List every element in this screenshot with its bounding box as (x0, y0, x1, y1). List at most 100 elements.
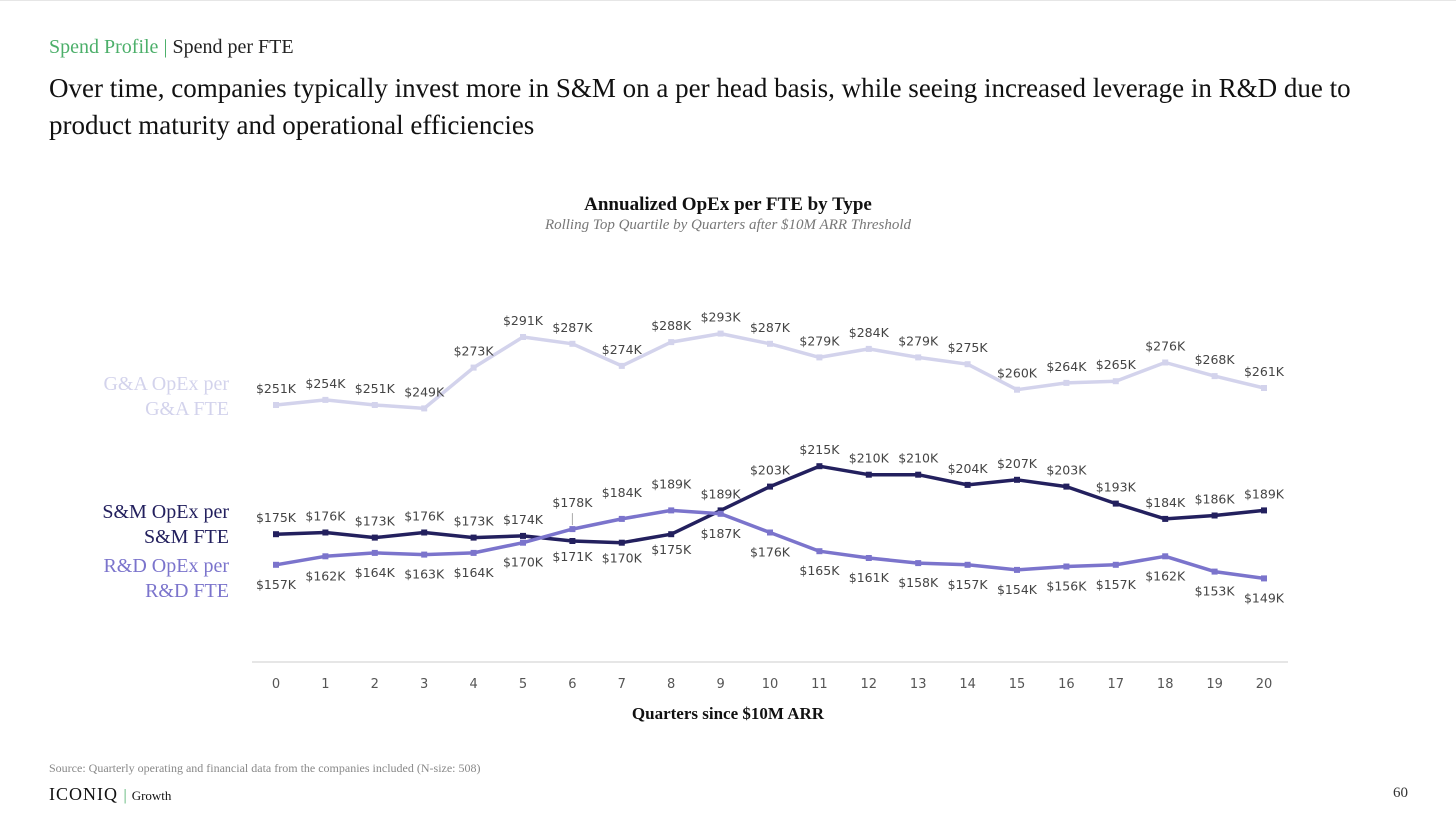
data-label: $273K (454, 344, 495, 359)
data-label: $189K (651, 476, 692, 491)
data-label: $178K (552, 495, 593, 510)
data-label: $260K (997, 366, 1038, 381)
data-label: $189K (701, 486, 742, 501)
x-tick-label: 7 (618, 677, 626, 692)
subsection-label: Spend per FTE (172, 36, 294, 58)
x-tick-label: 8 (667, 677, 675, 692)
data-label: $170K (503, 555, 544, 570)
data-point (470, 364, 477, 371)
data-point (470, 549, 477, 556)
data-point (1063, 563, 1070, 570)
x-tick-label: 19 (1206, 677, 1223, 692)
x-tick-label: 10 (762, 677, 779, 692)
data-point (668, 531, 675, 538)
data-point (964, 361, 971, 368)
logo-sub: Growth (131, 788, 172, 803)
data-point (1211, 568, 1218, 575)
data-label: $176K (750, 545, 791, 560)
source-note: Source: Quarterly operating and financia… (49, 761, 481, 775)
x-tick-label: 15 (1009, 677, 1026, 692)
data-label: $157K (948, 577, 989, 592)
data-point (1162, 515, 1169, 522)
data-label: $293K (701, 310, 742, 325)
page-number: 60 (1393, 785, 1408, 801)
data-label: $210K (898, 451, 939, 466)
data-point (816, 463, 823, 470)
data-label: $276K (1145, 339, 1186, 354)
data-point (371, 534, 378, 541)
data-label: $288K (651, 318, 692, 333)
data-label: $264K (1046, 359, 1087, 374)
data-point (717, 510, 724, 517)
data-label: $279K (799, 333, 840, 348)
data-label: $149K (1244, 590, 1285, 605)
data-point (322, 396, 329, 403)
data-label: $175K (651, 542, 692, 557)
data-label: $174K (503, 512, 544, 527)
kicker-separator: | (163, 36, 168, 58)
iconiq-logo: ICONIQ | Growth (49, 784, 172, 804)
data-point (1014, 476, 1020, 483)
data-point (322, 553, 329, 560)
data-point (470, 534, 477, 541)
data-point (717, 507, 724, 514)
data-point (865, 555, 872, 561)
data-label: $186K (1195, 492, 1236, 507)
data-point (569, 538, 576, 544)
data-label: $176K (305, 509, 346, 524)
data-point (816, 548, 823, 555)
data-point (273, 402, 279, 408)
section-kicker: Spend Profile | Spend per FTE (49, 36, 294, 59)
data-label: $153K (1195, 584, 1236, 599)
data-label: $193K (1096, 480, 1137, 495)
legend-sm-line2: S&M FTE (143, 526, 229, 548)
x-tick-label: 17 (1108, 677, 1125, 692)
data-label: $279K (898, 333, 939, 348)
data-point (1162, 359, 1169, 366)
data-point (767, 483, 773, 490)
data-point (273, 531, 279, 538)
legend-ga-line2: G&A FTE (145, 398, 229, 420)
data-point (964, 561, 971, 568)
data-label: $265K (1096, 357, 1137, 372)
data-label: $251K (355, 381, 396, 396)
data-point (421, 405, 428, 412)
data-point (1261, 507, 1267, 514)
data-point (1112, 378, 1119, 385)
data-label: $154K (997, 582, 1038, 597)
data-point (1063, 483, 1070, 490)
data-label: $189K (1244, 486, 1285, 501)
x-tick-label: 6 (568, 677, 576, 692)
data-point (618, 515, 625, 522)
data-point (273, 561, 279, 568)
data-label: $176K (404, 509, 445, 524)
data-point (421, 529, 428, 536)
data-label: $261K (1244, 364, 1285, 379)
data-label: $184K (1145, 495, 1186, 510)
legend-sm-line1: S&M OpEx per (102, 501, 229, 523)
data-point (1112, 561, 1119, 568)
data-label: $163K (404, 567, 445, 582)
data-point (421, 551, 428, 558)
data-point (520, 532, 526, 539)
page-headline: Over time, companies typically invest mo… (49, 73, 1351, 140)
data-label: $161K (849, 570, 890, 585)
data-point (1261, 385, 1267, 391)
chart-title: Annualized OpEx per FTE by Type (584, 194, 872, 215)
data-point (915, 354, 922, 361)
data-label: $249K (404, 384, 445, 399)
data-point (322, 529, 329, 536)
data-point (816, 354, 823, 361)
x-axis-label: Quarters since $10M ARR (631, 704, 825, 723)
data-point (865, 345, 872, 352)
data-label: $157K (256, 577, 297, 592)
data-label: $203K (750, 463, 791, 478)
data-point (717, 330, 724, 337)
x-tick-label: 9 (716, 677, 724, 692)
data-label: $165K (799, 563, 840, 578)
data-point (1014, 566, 1020, 573)
data-label: $274K (602, 342, 643, 357)
legend-rd-line2: R&D FTE (145, 580, 229, 602)
data-point (1162, 553, 1169, 560)
x-tick-label: 16 (1058, 677, 1075, 692)
